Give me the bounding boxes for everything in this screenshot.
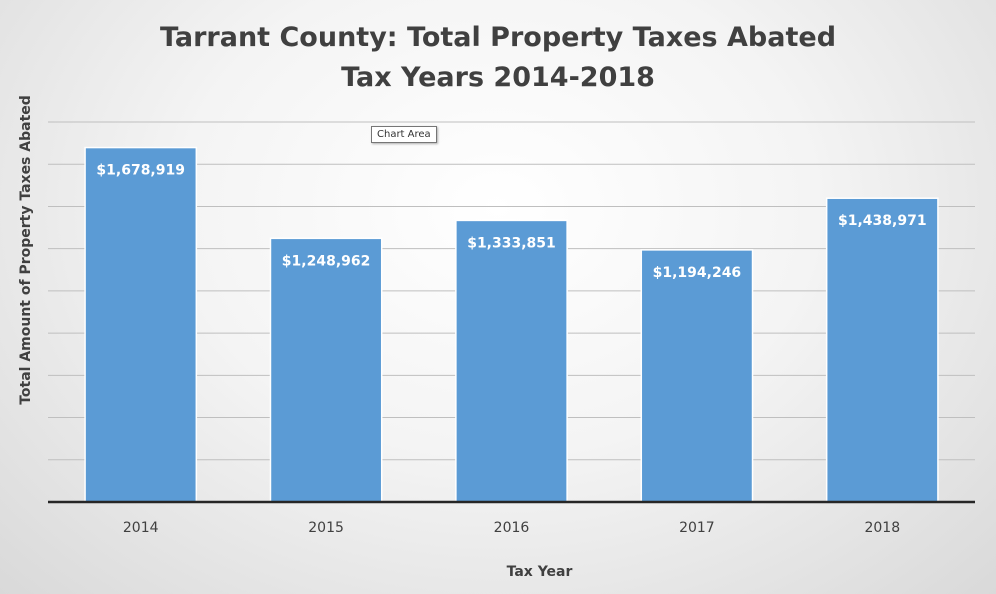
data-label-2017: $1,194,246	[653, 265, 742, 281]
data-label-2014: $1,678,919	[96, 163, 185, 179]
x-axis-title: Tax Year	[507, 564, 573, 580]
bar-2016[interactable]	[455, 219, 568, 503]
x-tick-label: 2017	[679, 520, 715, 536]
x-tick-label: 2014	[123, 520, 159, 536]
chart-subtitle: Tax Years 2014-2018	[341, 62, 655, 93]
bar-2018[interactable]	[825, 197, 939, 503]
data-label-2016: $1,333,851	[467, 235, 556, 251]
data-label-2015: $1,248,962	[282, 253, 371, 269]
y-axis-title: Total Amount of Property Taxes Abated	[18, 95, 34, 405]
bar-2014[interactable]	[84, 146, 198, 503]
bars	[84, 146, 939, 503]
x-tick-label: 2016	[494, 520, 530, 536]
x-tick-label: 2015	[308, 520, 344, 536]
data-labels: $1,678,919 $1,248,962 $1,333,851 $1,194,246…	[96, 163, 926, 281]
x-tick-labels: 2014 2015 2016 2017 2018	[123, 520, 900, 536]
bar-2017[interactable]	[640, 249, 754, 503]
data-label-2018: $1,438,971	[838, 213, 927, 229]
chart-title: Tarrant County: Total Property Taxes Aba…	[159, 22, 837, 53]
chart-area-tooltip: Chart Area	[371, 126, 437, 143]
x-tick-label: 2018	[864, 520, 900, 536]
bar-2015[interactable]	[269, 237, 383, 503]
